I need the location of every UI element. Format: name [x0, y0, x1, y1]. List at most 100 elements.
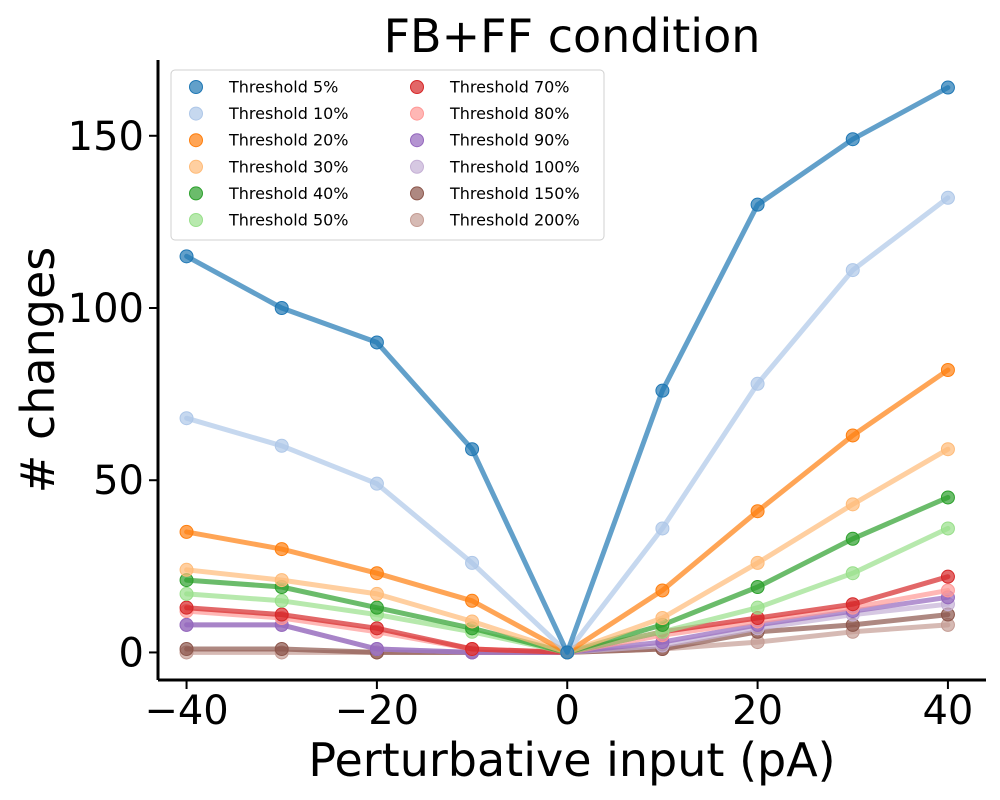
legend-label: Threshold 150% — [449, 184, 580, 203]
legend-marker — [410, 186, 424, 201]
legend-marker — [189, 213, 203, 227]
data-point — [274, 573, 289, 588]
legend-label: Threshold 40% — [228, 184, 349, 203]
data-point — [179, 249, 194, 264]
data-point — [465, 442, 480, 457]
data-point — [845, 428, 860, 443]
data-point — [274, 593, 289, 608]
legend-label: Threshold 20% — [228, 131, 349, 150]
data-point — [750, 555, 765, 570]
data-point — [179, 600, 194, 615]
data-point — [274, 642, 289, 656]
legend-marker — [410, 80, 424, 94]
data-point — [750, 600, 765, 615]
data-point — [845, 531, 860, 546]
data-point — [845, 263, 860, 278]
series-layer — [179, 80, 955, 660]
legend-marker — [410, 213, 424, 227]
legend-item: Threshold 50% — [189, 211, 349, 230]
data-point — [940, 190, 955, 205]
data-point — [940, 442, 955, 457]
legend-item: Threshold 5% — [189, 78, 338, 97]
data-point — [369, 586, 384, 601]
data-point — [274, 607, 289, 622]
x-axis-label: Perturbative input (pA) — [308, 733, 835, 787]
y-tick-label: 100 — [68, 286, 144, 332]
legend-marker — [410, 106, 424, 121]
legend-item: Threshold 20% — [189, 131, 349, 150]
data-point — [750, 504, 765, 519]
data-point — [179, 411, 194, 426]
x-tick-label: 20 — [732, 688, 783, 734]
legend-label: Threshold 70% — [449, 78, 570, 97]
y-tick-label: 50 — [93, 458, 144, 504]
data-point — [845, 597, 860, 612]
data-point — [655, 521, 670, 536]
data-point — [845, 566, 860, 581]
data-point — [560, 645, 575, 660]
legend-label: Threshold 80% — [449, 104, 570, 123]
data-point — [369, 335, 384, 350]
x-tick-label: 40 — [922, 688, 973, 734]
data-point — [369, 476, 384, 491]
series-line — [184, 587, 951, 655]
data-point — [940, 569, 955, 584]
x-tick-label: 0 — [555, 688, 580, 734]
data-point — [369, 621, 384, 636]
data-point — [369, 642, 384, 656]
data-point — [465, 555, 480, 570]
data-point — [179, 586, 194, 601]
legend-marker — [189, 186, 203, 201]
data-point — [845, 497, 860, 512]
data-point — [940, 521, 955, 536]
data-point — [750, 376, 765, 391]
data-point — [179, 642, 194, 656]
legend-item: Threshold 90% — [410, 131, 570, 150]
legend-item: Threshold 100% — [410, 157, 580, 176]
data-point — [179, 617, 194, 632]
y-axis-label: # changes — [11, 247, 65, 493]
legend-item: Threshold 30% — [189, 157, 349, 176]
data-point — [274, 301, 289, 315]
data-point — [179, 524, 194, 539]
x-ticks: −40 −20 0 20 40 — [144, 680, 973, 734]
data-point — [655, 583, 670, 598]
data-point — [750, 197, 765, 212]
legend-label: Threshold 30% — [228, 157, 349, 176]
data-point — [274, 542, 289, 557]
series-1 — [179, 80, 955, 660]
data-point — [940, 583, 955, 598]
x-tick-label: −40 — [144, 688, 228, 734]
x-tick-label: −20 — [335, 688, 419, 734]
y-tick-label: 150 — [68, 114, 144, 160]
legend-label: Threshold 5% — [228, 78, 338, 97]
legend-label: Threshold 90% — [449, 131, 570, 150]
data-point — [465, 642, 480, 656]
data-point — [179, 562, 194, 577]
legend-label: Threshold 100% — [449, 157, 580, 176]
data-point — [655, 383, 670, 398]
legend-marker — [189, 80, 203, 94]
legend-marker — [410, 133, 424, 148]
data-point — [465, 593, 480, 608]
legend-item: Threshold 10% — [189, 104, 349, 123]
data-point — [940, 490, 955, 505]
y-ticks: 0 50 100 150 — [68, 114, 158, 676]
data-point — [655, 611, 670, 625]
legend-item: Threshold 40% — [189, 184, 349, 203]
legend-item: Threshold 150% — [410, 184, 580, 203]
data-point — [369, 566, 384, 581]
legend-item: Threshold 80% — [410, 104, 570, 123]
legend-label: Threshold 50% — [228, 211, 349, 230]
legend-label: Threshold 200% — [449, 211, 580, 230]
data-point — [940, 80, 955, 95]
legend-marker — [189, 133, 203, 148]
data-point — [750, 580, 765, 594]
legend-label: Threshold 10% — [228, 104, 349, 123]
data-point — [369, 600, 384, 615]
data-point — [274, 438, 289, 453]
legend: Threshold 5% Threshold 10% Threshold 20% Th… — [170, 69, 605, 241]
legend-frame — [170, 69, 605, 241]
chart-title: FB+FF condition — [384, 9, 761, 63]
